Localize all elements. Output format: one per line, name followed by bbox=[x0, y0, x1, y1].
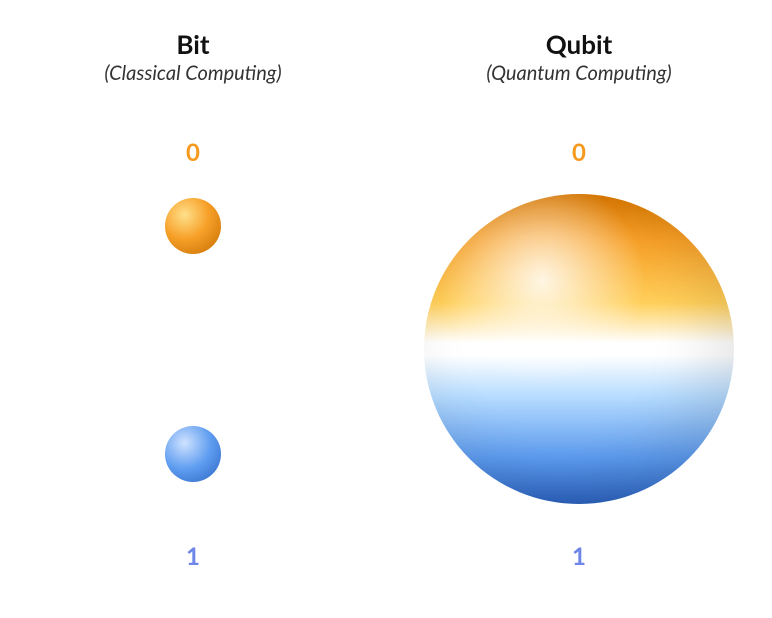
qubit-title: Qubit bbox=[546, 30, 613, 59]
bit-subtitle: (Classical Computing) bbox=[104, 61, 281, 85]
qubit-one-label: 1 bbox=[386, 542, 772, 571]
bit-column: Bit (Classical Computing) 0 1 bbox=[0, 30, 386, 590]
qubit-sphere-gradient bbox=[424, 194, 734, 504]
bit-zero-sphere bbox=[165, 198, 221, 254]
bit-zero-label: 0 bbox=[0, 138, 386, 167]
qubit-subtitle: (Quantum Computing) bbox=[486, 61, 671, 85]
bit-one-sphere bbox=[165, 426, 221, 482]
bit-zero-sphere-fill bbox=[165, 198, 221, 254]
bit-one-label: 1 bbox=[0, 542, 386, 571]
qubit-zero-label: 0 bbox=[386, 138, 772, 167]
bit-one-sphere-fill bbox=[165, 426, 221, 482]
bit-title: Bit bbox=[176, 30, 209, 59]
qubit-sphere bbox=[424, 194, 734, 504]
qubit-column: Qubit (Quantum Computing) 0 1 bbox=[386, 30, 772, 590]
